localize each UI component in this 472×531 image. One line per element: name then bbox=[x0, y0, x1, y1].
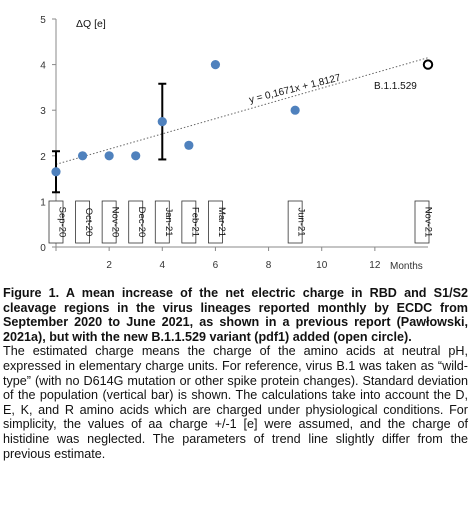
month-label-box bbox=[101, 200, 117, 244]
trend-line-group bbox=[55, 57, 429, 165]
x-tick-label: 12 bbox=[369, 260, 381, 271]
data-point bbox=[51, 167, 61, 177]
y-tick-label: 2 bbox=[40, 152, 46, 163]
month-label-box bbox=[75, 200, 90, 244]
month-label: Jun-21 bbox=[287, 200, 307, 244]
caption-title: Figure 1. A mean increase of the net ele… bbox=[3, 286, 468, 344]
x-tick-label: 2 bbox=[106, 260, 112, 271]
month-label-text: Nov-20 bbox=[110, 207, 121, 238]
x-axis-label: Months bbox=[390, 261, 423, 272]
month-label-box bbox=[154, 200, 170, 244]
month-label-text: Jun-21 bbox=[296, 207, 307, 236]
month-label: Nov-20 bbox=[101, 200, 121, 244]
data-point bbox=[131, 151, 141, 161]
figure-caption: Figure 1. A mean increase of the net ele… bbox=[3, 286, 468, 461]
month-label-text: Dec-20 bbox=[136, 207, 147, 238]
month-label-text: Jan-21 bbox=[163, 207, 174, 236]
trend-line bbox=[55, 57, 429, 165]
month-label-box bbox=[287, 200, 303, 244]
month-label: Mar-21 bbox=[208, 200, 227, 244]
month-label-box bbox=[128, 200, 144, 244]
data-point bbox=[77, 151, 88, 161]
data-point bbox=[157, 117, 167, 127]
chart-area: 0 1 2 3 4 5 2 4 6 8 10 12 Sep-20 Oct-20 Nov-20 Dec-20 J… bbox=[40, 15, 434, 272]
data-point bbox=[184, 140, 194, 150]
open-circle-point bbox=[422, 59, 434, 70]
data-points bbox=[51, 59, 434, 177]
month-label-box bbox=[181, 200, 197, 244]
caption-body: The estimated charge means the charge of… bbox=[3, 344, 468, 461]
month-label: Nov-21 bbox=[414, 200, 434, 244]
data-point bbox=[104, 151, 114, 161]
y-tick-label: 3 bbox=[40, 106, 46, 117]
chart-text: ΔQ [e] Months y = 0,1671x + 1,8127 B.1.1… bbox=[76, 18, 423, 272]
month-label: Oct-20 bbox=[75, 200, 94, 244]
month-label-text: Oct-20 bbox=[83, 208, 94, 237]
month-label: Feb-21 bbox=[181, 200, 200, 244]
month-label-box bbox=[208, 200, 223, 244]
y-tick-label: 1 bbox=[40, 197, 46, 208]
data-point bbox=[210, 60, 221, 70]
trendline-equation: y = 0,1671x + 1,8127 bbox=[248, 72, 342, 106]
month-label-text: Mar-21 bbox=[216, 207, 227, 237]
y-axis-label: ΔQ [e] bbox=[76, 18, 106, 30]
month-label: Dec-20 bbox=[128, 200, 147, 244]
x-tick-label: 6 bbox=[213, 260, 219, 271]
month-label-text: Sep-20 bbox=[57, 207, 68, 238]
month-label-text: Feb-21 bbox=[189, 207, 200, 237]
y-tick-label: 0 bbox=[40, 243, 46, 254]
month-labels: Sep-20 Oct-20 Nov-20 Dec-20 Jan-21 Feb-21 Mar-… bbox=[48, 200, 434, 244]
data-point bbox=[290, 105, 300, 115]
x-tick-label: 4 bbox=[160, 260, 166, 271]
variant-label: B.1.1.529 bbox=[374, 81, 417, 92]
error-bars bbox=[52, 82, 167, 194]
y-tick-label: 5 bbox=[40, 15, 46, 26]
month-label-box bbox=[48, 200, 64, 244]
x-tick-label: 10 bbox=[316, 260, 328, 271]
month-label: Jan-21 bbox=[154, 200, 174, 244]
y-tick-label: 4 bbox=[40, 61, 46, 72]
x-tick-label: 8 bbox=[266, 260, 272, 271]
month-label-text: Nov-21 bbox=[423, 207, 434, 238]
month-label-box bbox=[414, 200, 430, 244]
month-label: Sep-20 bbox=[48, 200, 68, 244]
